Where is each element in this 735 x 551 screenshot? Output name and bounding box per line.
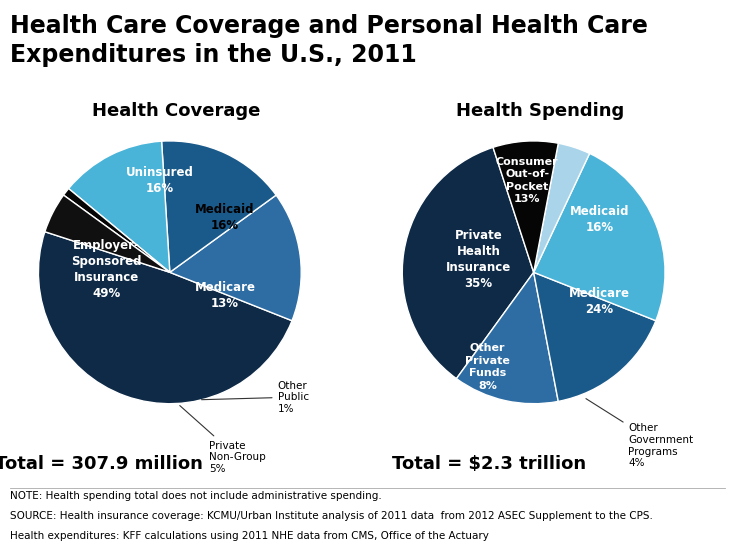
Text: Other
Private
Funds
8%: Other Private Funds 8% [465,343,510,391]
Text: Private
Health
Insurance
35%: Private Health Insurance 35% [446,229,511,290]
Wedge shape [402,147,534,379]
Text: Medicare
13%: Medicare 13% [195,282,256,310]
Wedge shape [170,195,301,321]
Text: Health expenditures: KFF calculations using 2011 NHE data from CMS, Office of th: Health expenditures: KFF calculations us… [10,531,489,541]
Wedge shape [162,141,276,272]
Wedge shape [493,141,559,272]
Text: Employer-
Sponsored
Insurance
49%: Employer- Sponsored Insurance 49% [71,239,142,300]
Wedge shape [68,141,170,272]
Text: Consumer
Out-of-
Pocket
13%: Consumer Out-of- Pocket 13% [496,156,559,204]
Wedge shape [456,272,559,404]
Wedge shape [45,195,170,272]
Title: Health Spending: Health Spending [456,102,624,120]
Text: Private
Non-Group
5%: Private Non-Group 5% [180,406,266,474]
Text: Health Care Coverage and Personal Health Care
Expenditures in the U.S., 2011: Health Care Coverage and Personal Health… [10,14,648,67]
Wedge shape [534,143,589,272]
Text: Medicaid
16%: Medicaid 16% [570,206,629,234]
Text: Total = 307.9 million: Total = 307.9 million [0,455,203,473]
Text: SOURCE: Health insurance coverage: KCMU/Urban Institute analysis of 2011 data  f: SOURCE: Health insurance coverage: KCMU/… [10,511,653,521]
Text: Other
Government
Programs
4%: Other Government Programs 4% [586,398,693,468]
Text: FAMILY: FAMILY [656,522,703,535]
Text: FOUNDATION: FOUNDATION [658,538,701,543]
Wedge shape [534,272,656,401]
Wedge shape [63,188,170,272]
Title: Health Coverage: Health Coverage [92,102,261,120]
Text: Uninsured
16%: Uninsured 16% [126,166,193,195]
Text: Total = $2.3 trillion: Total = $2.3 trillion [392,455,586,473]
Text: Other
Public
1%: Other Public 1% [201,381,309,414]
Text: Medicare
24%: Medicare 24% [569,287,630,316]
Text: NOTE: Health spending total does not include administrative spending.: NOTE: Health spending total does not inc… [10,491,381,501]
Text: Medicaid
16%: Medicaid 16% [196,203,255,231]
Text: THE HENRY J.: THE HENRY J. [658,493,701,498]
Text: KAISER: KAISER [656,506,703,519]
Wedge shape [38,232,292,404]
Wedge shape [534,153,665,321]
